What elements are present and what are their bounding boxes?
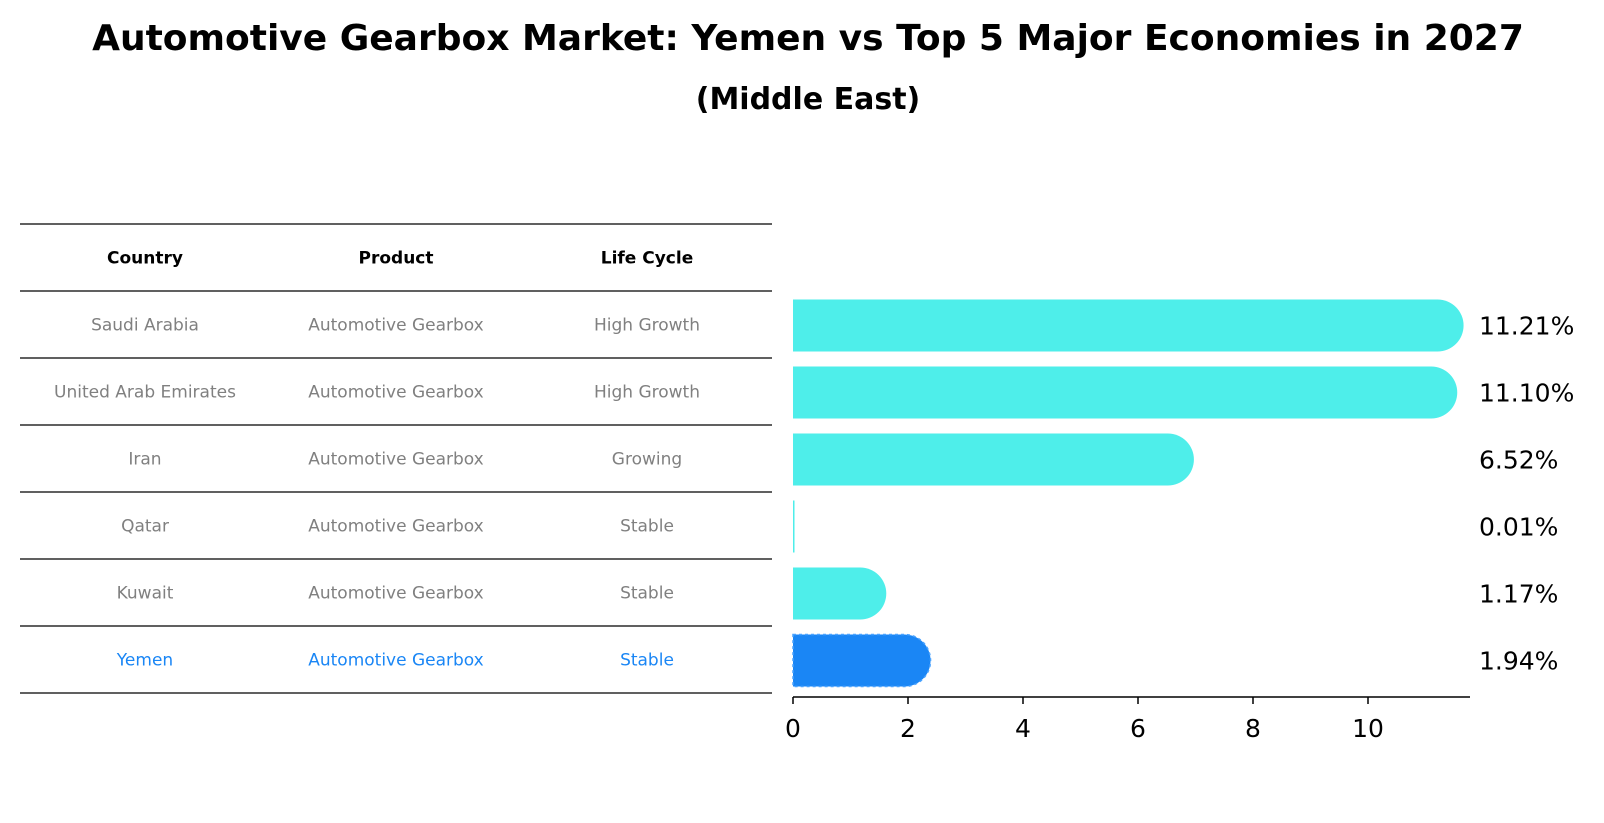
bar-value-label: 11.10% [1479, 379, 1574, 408]
table-cell: High Growth [594, 383, 700, 403]
chart-title: Automotive Gearbox Market: Yemen vs Top … [92, 18, 1524, 59]
bar-value-label: 0.01% [1479, 513, 1558, 542]
table-cell: Automotive Gearbox [308, 450, 484, 470]
table-cell: Automotive Gearbox [308, 316, 484, 336]
bar-value-label: 1.17% [1479, 580, 1558, 609]
table-cell: Growing [612, 450, 682, 470]
table-cell: Stable [620, 584, 674, 604]
table-header-cell: Life Cycle [601, 249, 694, 269]
table-cell: United Arab Emirates [54, 383, 236, 403]
table-cell: Saudi Arabia [91, 316, 199, 336]
x-tick-label: 6 [1130, 714, 1146, 743]
bar-series: 11.21% 11.10% 6.52% 0.01% 1.17% 1.94% [792, 299, 1574, 688]
bar [793, 299, 1464, 352]
bar-value-label: 6.52% [1479, 446, 1558, 475]
data-table: Country Product Life Cycle Saudi Arabia Auto… [20, 223, 772, 694]
table-cell: Automotive Gearbox [308, 517, 484, 537]
chart-subtitle: (Middle East) [696, 82, 921, 117]
x-tick-label: 0 [785, 714, 801, 743]
table-cell: High Growth [594, 316, 700, 336]
bar [793, 433, 1194, 486]
x-tick-label: 10 [1352, 714, 1384, 743]
table-cell: Stable [620, 651, 674, 671]
table-cell: Qatar [121, 517, 169, 537]
table-cell: Automotive Gearbox [308, 584, 484, 604]
table-cell: Automotive Gearbox [308, 651, 484, 671]
table-header-cell: Country [107, 249, 183, 269]
bar-value-label: 1.94% [1479, 647, 1558, 676]
table-cell: Yemen [116, 651, 173, 671]
table-cell: Iran [128, 450, 161, 470]
x-axis: 0 2 4 6 8 10 [785, 696, 1470, 743]
bar [793, 567, 887, 620]
x-tick-label: 8 [1245, 714, 1261, 743]
bar [793, 366, 1458, 419]
bar [792, 633, 932, 688]
bar [793, 500, 795, 553]
table-cell: Automotive Gearbox [308, 383, 484, 403]
x-tick-label: 4 [1015, 714, 1031, 743]
x-tick-label: 2 [900, 714, 916, 743]
table-header-cell: Product [359, 249, 434, 269]
table-cell: Stable [620, 517, 674, 537]
bar-value-label: 11.21% [1479, 312, 1574, 341]
table-cell: Kuwait [117, 584, 174, 604]
